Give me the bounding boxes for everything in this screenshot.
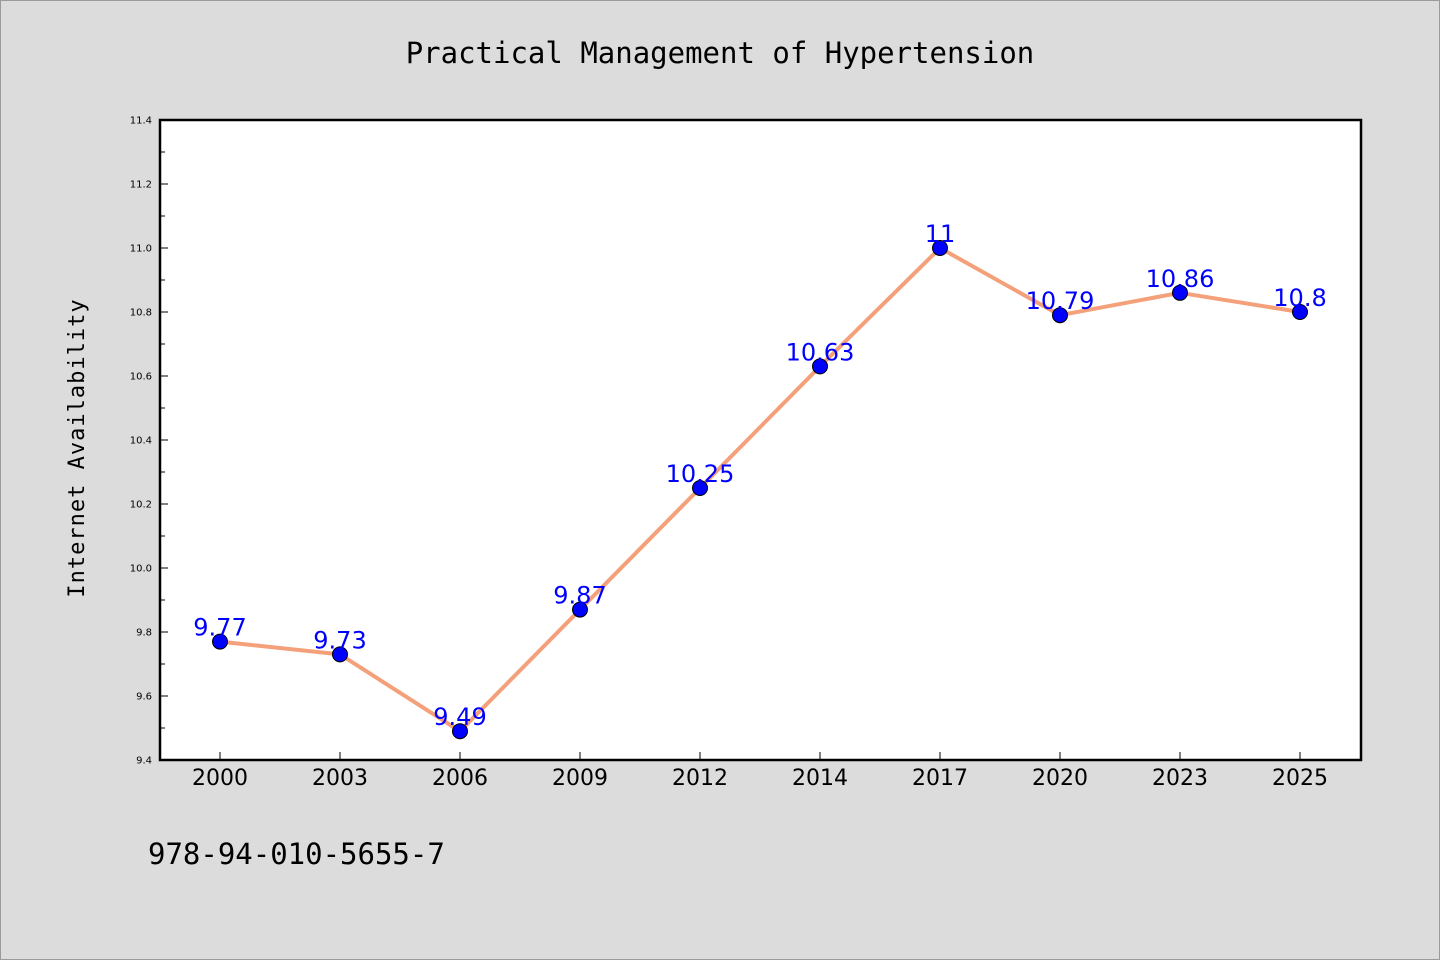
data-point <box>452 723 468 740</box>
data-label: 10.63 <box>786 338 855 366</box>
series-line <box>218 246 1302 734</box>
data-label: 9.73 <box>313 626 366 654</box>
data-label: 10.25 <box>666 460 735 488</box>
data-label: 11 <box>925 220 956 248</box>
data-label: 9.87 <box>553 582 606 610</box>
data-label: 10.8 <box>1273 284 1326 312</box>
plot-border <box>158 118 1363 762</box>
y-tick-label: 11.4 <box>130 116 152 127</box>
data-label: 10.86 <box>1146 265 1215 293</box>
y-tick-label: 9.6 <box>136 692 152 703</box>
data-point <box>932 240 948 256</box>
x-tick-label: 2025 <box>1272 766 1328 791</box>
isbn-text: 978-94-010-5655-7 <box>148 837 445 871</box>
y-tick-label: 9.4 <box>136 756 152 767</box>
x-tick-label: 2017 <box>912 766 968 791</box>
chart-title: Practical Management of Hypertension <box>406 36 1035 70</box>
x-tick-label: 2003 <box>312 766 368 791</box>
y-tick-label: 10.4 <box>130 436 152 447</box>
y-tick-label: 9.8 <box>136 628 152 639</box>
y-axis-ticks: 9.4 9.6 9.8 10.0 10.2 10.4 10.6 10.8 11.0 11.2 11.… <box>130 116 168 767</box>
x-tick-label: 2014 <box>792 766 848 791</box>
x-tick-label: 2012 <box>672 766 728 791</box>
y-tick-label: 11.2 <box>130 180 152 191</box>
x-tick-label: 2020 <box>1032 766 1088 791</box>
data-point <box>572 601 588 618</box>
data-point <box>1052 307 1068 324</box>
data-points <box>212 240 1308 740</box>
y-tick-label: 10.2 <box>130 500 152 511</box>
data-point <box>1292 304 1308 320</box>
x-tick-label: 2023 <box>1152 766 1208 791</box>
x-tick-label: 2006 <box>432 766 488 791</box>
y-tick-label: 10.8 <box>130 308 152 319</box>
y-tick-label: 10.6 <box>130 372 152 383</box>
data-point <box>692 480 708 496</box>
x-tick-label: 2009 <box>552 766 608 791</box>
y-axis-label: Internet Availability <box>65 298 90 597</box>
data-point <box>812 358 828 375</box>
data-label: 10.79 <box>1026 287 1095 315</box>
x-axis-ticks: 2000 2003 2006 2009 2012 2014 2017 2020 2023 2025 <box>192 752 1328 791</box>
data-label: 9.49 <box>433 703 486 731</box>
data-point <box>332 646 348 663</box>
data-labels: 9.77 9.73 9.49 9.87 10.25 10.63 11 10.79 10.86 10… <box>193 220 1326 731</box>
data-point <box>212 633 228 650</box>
data-label: 9.77 <box>193 614 246 642</box>
x-tick-label: 2000 <box>192 766 248 791</box>
y-tick-label: 10.0 <box>130 564 152 575</box>
y-tick-label: 11.0 <box>130 244 152 255</box>
data-point <box>1172 284 1188 301</box>
plot-area <box>160 120 1361 760</box>
